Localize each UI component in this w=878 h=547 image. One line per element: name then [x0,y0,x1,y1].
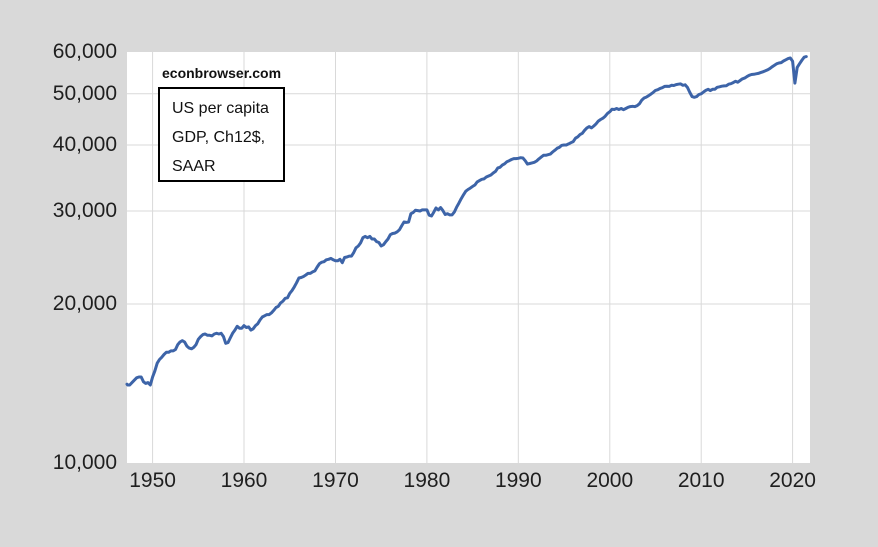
x-axis-label: 1970 [312,469,359,492]
x-axis-label: 1960 [220,469,268,492]
series-label-box: US per capita GDP, Ch12$, SAAR [158,87,285,182]
x-axis-label: 1980 [403,469,451,492]
y-axis-label: 40,000 [52,133,117,156]
y-axis-label: 30,000 [52,199,117,222]
watermark-econbrowser: econbrowser.com [162,65,282,81]
x-axis-label: 1990 [494,469,542,492]
x-axis-label: 2000 [586,469,634,492]
series-label-line3: SAAR [172,158,216,175]
x-axis-label: 2010 [677,469,725,492]
series-label-line2: GDP, Ch12$, [172,129,266,146]
x-axis-label: 1950 [129,469,176,492]
y-axis-label: 20,000 [52,292,117,315]
series-label-line1: US per capita [172,100,269,117]
x-axis-label: 2020 [769,469,816,492]
y-axis-label: 10,000 [52,451,117,474]
gdp-line [125,55,808,387]
y-axis-label: 50,000 [52,81,117,105]
y-axis-label: 60,000 [52,40,117,63]
